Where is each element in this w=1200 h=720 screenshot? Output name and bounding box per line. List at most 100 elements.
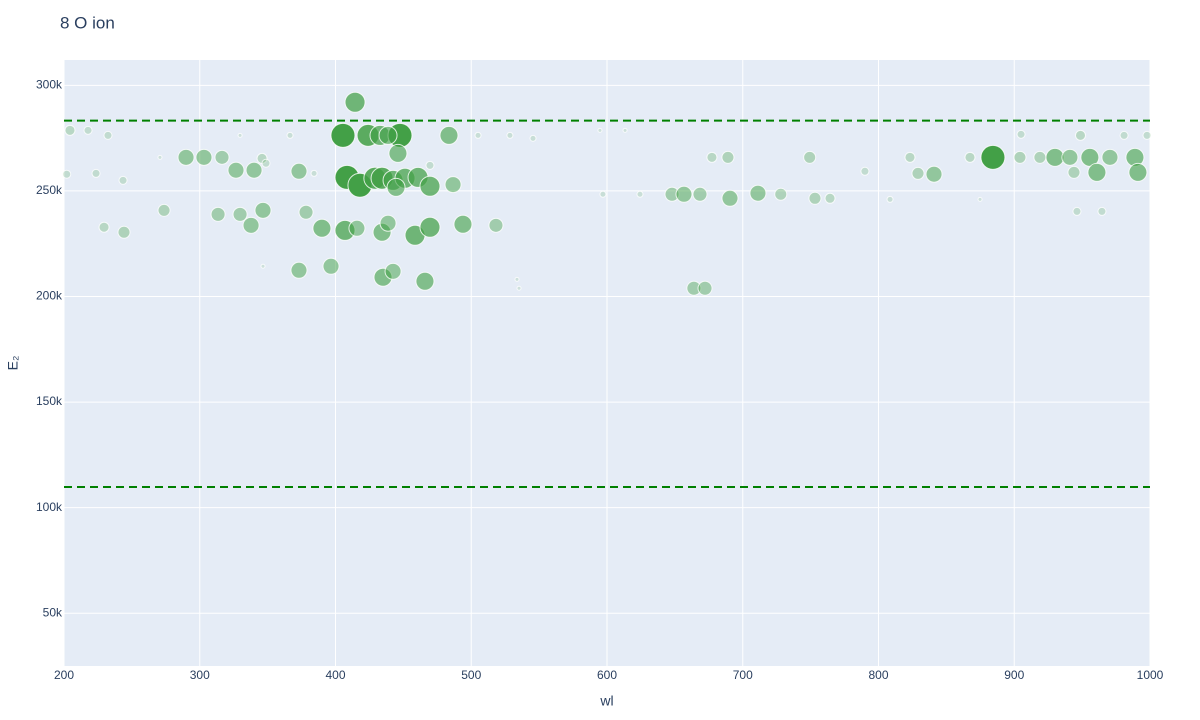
point: [103, 130, 113, 140]
point: [298, 204, 314, 220]
y-tick-label: 150k: [36, 394, 63, 408]
point: [242, 216, 260, 234]
point: [697, 280, 713, 296]
point: [808, 191, 822, 205]
point: [237, 132, 243, 138]
point: [378, 125, 398, 145]
point: [62, 169, 72, 179]
point: [904, 151, 916, 163]
point: [419, 175, 441, 197]
point: [1142, 130, 1152, 140]
point: [157, 154, 163, 160]
y-tick-label: 50k: [43, 605, 63, 619]
point: [1016, 129, 1026, 139]
point: [290, 162, 308, 180]
x-tick-label: 400: [325, 668, 345, 682]
point: [195, 148, 213, 166]
point: [344, 91, 366, 113]
point: [386, 177, 406, 197]
x-tick-label: 300: [190, 668, 210, 682]
point: [1087, 162, 1107, 182]
point: [622, 127, 628, 133]
point: [1067, 165, 1081, 179]
point: [1097, 206, 1107, 216]
point: [1033, 150, 1047, 164]
point: [474, 131, 482, 139]
point: [721, 189, 739, 207]
point: [488, 217, 504, 233]
point: [348, 219, 366, 237]
point: [210, 206, 226, 222]
point: [597, 127, 603, 133]
point: [157, 203, 171, 217]
point: [439, 125, 459, 145]
point: [415, 271, 435, 291]
point: [64, 124, 76, 136]
point: [384, 262, 402, 280]
point: [453, 214, 473, 234]
y-tick-label: 100k: [36, 500, 63, 514]
point: [312, 218, 332, 238]
point: [925, 165, 943, 183]
point: [444, 176, 462, 194]
point: [964, 151, 976, 163]
point: [911, 166, 925, 180]
point: [980, 144, 1006, 170]
x-tick-label: 900: [1004, 668, 1024, 682]
point: [599, 190, 607, 198]
point: [290, 261, 308, 279]
y-tick-label: 300k: [36, 78, 63, 92]
point: [706, 151, 718, 163]
y-tick-label: 250k: [36, 183, 63, 197]
point: [118, 175, 128, 185]
point: [977, 196, 983, 202]
point: [310, 169, 318, 177]
point: [860, 166, 870, 176]
point: [516, 285, 522, 291]
point: [1045, 147, 1065, 167]
x-tick-label: 500: [461, 668, 481, 682]
point: [260, 263, 266, 269]
point: [514, 276, 520, 282]
point: [686, 280, 702, 296]
y-tick-label: 200k: [36, 289, 63, 303]
x-tick-label: 800: [868, 668, 888, 682]
point: [98, 221, 110, 233]
point: [286, 131, 294, 139]
point: [506, 131, 514, 139]
y-axis-title: E₂: [5, 356, 21, 371]
point: [245, 161, 263, 179]
x-tick-label: 600: [597, 668, 617, 682]
point: [721, 150, 735, 164]
point: [1074, 129, 1086, 141]
point: [1119, 130, 1129, 140]
x-tick-label: 1000: [1137, 668, 1164, 682]
point: [529, 134, 537, 142]
point: [91, 168, 101, 178]
point: [83, 125, 93, 135]
point: [1061, 148, 1079, 166]
point: [425, 160, 435, 170]
x-tick-label: 200: [54, 668, 74, 682]
point: [419, 216, 441, 238]
point: [379, 214, 397, 232]
point: [214, 149, 230, 165]
point: [1013, 150, 1027, 164]
point: [1072, 206, 1082, 216]
point: [232, 206, 248, 222]
point: [774, 187, 788, 201]
chart-title: 8 O ion: [60, 13, 115, 32]
point: [117, 225, 131, 239]
point: [824, 192, 836, 204]
point: [177, 148, 195, 166]
point: [1101, 148, 1119, 166]
point: [261, 158, 271, 168]
x-tick-label: 700: [733, 668, 753, 682]
point: [322, 257, 340, 275]
point: [1128, 162, 1148, 182]
x-axis-title: wl: [599, 693, 613, 709]
point: [636, 190, 644, 198]
point: [886, 195, 894, 203]
point: [227, 161, 245, 179]
